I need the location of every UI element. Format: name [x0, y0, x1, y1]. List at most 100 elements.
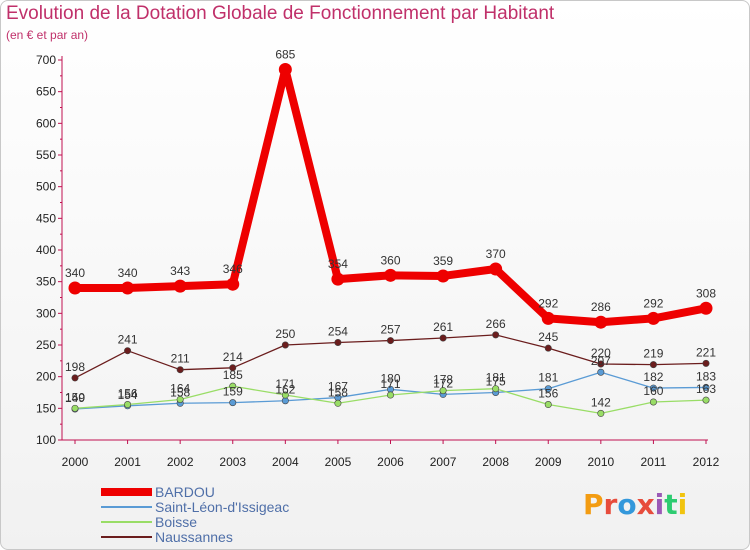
data-point	[176, 395, 184, 403]
series-line-0	[71, 65, 710, 327]
data-point	[71, 374, 79, 382]
data-label: 156	[538, 387, 558, 401]
x-tick-label: 2001	[114, 455, 141, 469]
y-tick-label: 700	[36, 53, 56, 67]
data-point	[68, 281, 82, 295]
data-point	[541, 311, 555, 325]
data-label: 250	[275, 327, 295, 341]
data-point	[229, 382, 237, 390]
x-tick-label: 2010	[587, 455, 614, 469]
data-label: 171	[380, 377, 400, 391]
y-tick-label: 150	[36, 401, 56, 415]
data-label: 167	[328, 380, 348, 394]
y-tick-label: 550	[36, 148, 56, 162]
y-tick-label: 200	[36, 370, 56, 384]
y-tick-label: 450	[36, 211, 56, 225]
data-label: 181	[486, 371, 506, 385]
data-label: 163	[696, 382, 716, 396]
y-tick-label: 350	[36, 275, 56, 289]
data-label: 183	[696, 369, 716, 383]
data-label: 245	[538, 330, 558, 344]
data-label: 178	[433, 373, 453, 387]
data-label: 685	[275, 48, 295, 62]
y-tick-label: 400	[36, 243, 56, 257]
data-label: 185	[223, 368, 243, 382]
x-tick-label: 2011	[641, 455, 667, 469]
logo-letter: t	[664, 488, 678, 521]
data-label: 198	[65, 360, 85, 374]
legend-label: Naussannes	[155, 529, 233, 545]
x-tick-label: 2002	[167, 455, 194, 469]
data-label: 142	[591, 395, 611, 409]
data-label: 162	[275, 383, 295, 397]
data-point	[594, 315, 608, 329]
data-point	[492, 331, 500, 339]
data-label: 149	[65, 391, 85, 405]
data-point	[386, 337, 394, 345]
logo-letter: o	[617, 488, 637, 521]
y-tick-label: 250	[36, 338, 56, 352]
logo-letter: x	[636, 488, 655, 521]
data-point	[334, 338, 342, 346]
data-label: 172	[433, 376, 453, 390]
data-label: 150	[65, 390, 85, 404]
data-label: 254	[328, 324, 348, 338]
data-label: 171	[275, 377, 295, 391]
x-tick-label: 2004	[272, 455, 299, 469]
y-tick-label: 650	[36, 85, 56, 99]
x-tick-label: 2006	[377, 455, 404, 469]
data-point	[436, 269, 450, 283]
data-point	[492, 385, 500, 393]
data-label: 180	[380, 371, 400, 385]
data-label: 343	[170, 264, 190, 278]
data-point	[597, 409, 605, 417]
data-label: 159	[223, 385, 243, 399]
chart-series	[68, 63, 713, 417]
data-label: 286	[591, 300, 611, 314]
legend-label: Saint-Léon-d'Issigeac	[155, 499, 289, 515]
data-point	[544, 401, 552, 409]
data-label: 221	[696, 345, 716, 359]
data-label: 261	[433, 320, 453, 334]
data-point	[649, 361, 657, 369]
data-point	[699, 301, 713, 315]
data-label: 241	[118, 333, 138, 347]
data-label: 158	[170, 385, 190, 399]
logo-letter: i	[654, 488, 665, 521]
data-point	[176, 366, 184, 374]
y-tick-label: 500	[36, 180, 56, 194]
data-label: 164	[170, 381, 190, 395]
data-label: 211	[171, 352, 190, 366]
data-label: 257	[380, 323, 400, 337]
data-point	[384, 268, 397, 282]
data-label: 181	[538, 371, 558, 385]
data-point	[439, 334, 447, 342]
data-label: 354	[328, 257, 348, 271]
data-label: 214	[223, 350, 243, 364]
data-label: 292	[538, 296, 558, 310]
x-tick-label: 2012	[693, 455, 720, 469]
data-labels: 340 340 343 346 685 354 360 359 370 292 286 292 308 1…	[65, 48, 716, 410]
y-tick-label: 300	[36, 306, 56, 320]
legend-label: BARDOU	[155, 484, 215, 500]
proxiti-logo: Proxiti	[583, 488, 687, 521]
data-point	[597, 360, 605, 368]
data-point	[281, 391, 289, 399]
logo-letter: r	[603, 488, 618, 521]
data-label: 292	[643, 296, 663, 310]
x-tick-label: 2007	[430, 455, 457, 469]
data-point	[229, 399, 237, 407]
data-point	[646, 311, 660, 325]
data-label: 156	[118, 387, 138, 401]
data-point	[124, 401, 132, 409]
data-point	[702, 359, 710, 367]
chart-axes: 100 150 200 250 300 350 400 450 500 550 600 650 700 2…	[36, 53, 720, 469]
data-label: 182	[643, 370, 663, 384]
data-point	[173, 279, 187, 293]
data-point	[439, 387, 447, 395]
data-point	[229, 364, 237, 372]
data-point	[124, 347, 132, 355]
data-label: 340	[65, 266, 85, 280]
logo-letter: P	[583, 488, 604, 521]
chart-subtitle: (en € et par an)	[6, 28, 89, 42]
